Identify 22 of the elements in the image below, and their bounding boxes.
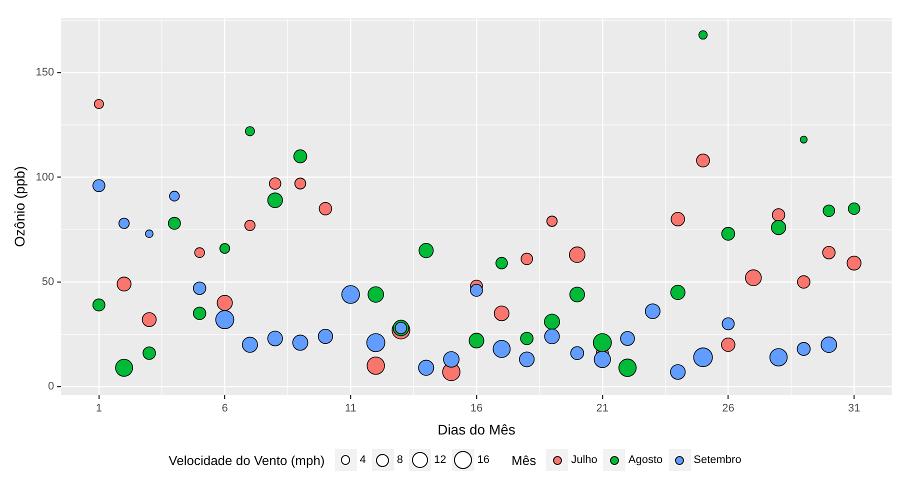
x-axis-title: Dias do Mês [438, 421, 516, 438]
legend-label: 8 [396, 454, 404, 466]
x-tick-label: 1 [96, 402, 102, 415]
y-tick-label: 0 [48, 380, 54, 393]
y-axis-title: Ozônio (ppb) [11, 166, 28, 248]
x-tick-label: 11 [344, 402, 356, 415]
x-tick-label: 21 [596, 402, 608, 415]
legend-label: 16 [477, 454, 490, 466]
x-tick-label: 16 [470, 402, 483, 415]
x-tick-label: 6 [222, 402, 228, 415]
x-tick-label: 26 [722, 402, 734, 415]
y-tick-label: 150 [36, 66, 54, 79]
text: Velocidade do Vento (mph) [168, 452, 325, 468]
legend-label: 4 [360, 454, 366, 466]
legend-label: Agosto [628, 454, 663, 466]
x-tick-label: 31 [848, 402, 860, 415]
y-tick-label: 100 [36, 171, 54, 184]
legend-label: 12 [434, 454, 446, 466]
legend-label: Julho [571, 454, 598, 466]
y-tick-label: 50 [42, 276, 54, 288]
legend-title: Mês [512, 452, 536, 468]
legend-label: Setembro [694, 454, 742, 466]
